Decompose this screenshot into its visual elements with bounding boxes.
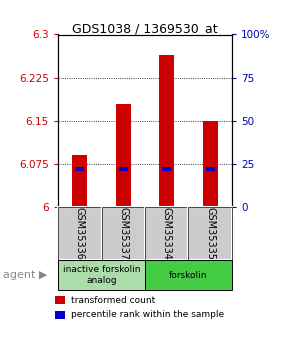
Bar (116, 104, 131, 207)
Bar (203, 121, 218, 207)
Text: agent ▶: agent ▶ (3, 270, 47, 280)
Bar (119, 167, 128, 171)
Text: transformed count: transformed count (71, 296, 155, 305)
Text: forskolin: forskolin (169, 270, 208, 280)
Text: GDS1038 / 1369530_at: GDS1038 / 1369530_at (72, 22, 218, 36)
Text: GSM35337: GSM35337 (118, 207, 128, 260)
Bar (75, 167, 84, 171)
Text: GSM35334: GSM35334 (162, 207, 172, 260)
Text: percentile rank within the sample: percentile rank within the sample (71, 310, 224, 319)
Text: GSM35335: GSM35335 (205, 207, 215, 260)
Bar (159, 55, 174, 207)
Text: GSM35336: GSM35336 (75, 207, 85, 260)
Text: inactive forskolin
analog: inactive forskolin analog (63, 265, 140, 285)
Bar (72, 155, 87, 207)
Bar (162, 167, 171, 171)
Bar (206, 167, 215, 171)
